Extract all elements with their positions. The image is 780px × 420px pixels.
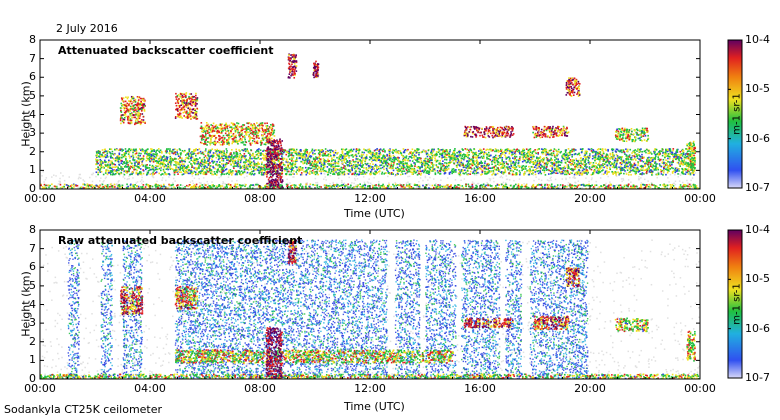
noise-band: [100, 239, 113, 379]
colorbar-tick-label: 10-4: [745, 33, 770, 46]
feature-layer-16-00: [463, 317, 514, 329]
y-tick-label: 3: [29, 316, 36, 329]
feature-precipitation-08-30: [265, 327, 284, 379]
colorbar-tick-label: 10-7: [745, 371, 770, 384]
feature-layer-18-00: [532, 125, 570, 139]
colorbar-tick-label: 10-5: [745, 272, 770, 285]
y-tick-label: 5: [29, 89, 36, 102]
date-label: 2 July 2016: [56, 22, 118, 35]
x-tick-label: 08:00: [244, 382, 276, 395]
feature-cloud-05-00: [174, 92, 199, 120]
x-tick-label: 20:00: [574, 192, 606, 205]
x-tick-label: 16:00: [464, 192, 496, 205]
y-tick-label: 8: [29, 223, 36, 236]
noise-band: [460, 239, 501, 379]
y-tick-label: 6: [29, 260, 36, 273]
feature-layer-18-00: [532, 315, 570, 331]
x-axis-label-2: Time (UTC): [344, 400, 405, 413]
colorbar-label-1: m-1 sr-1: [731, 93, 742, 135]
heatmap-panel-2: [39, 229, 743, 380]
feature-cloud-19-30: [565, 267, 581, 288]
feature-cloud-19-30: [565, 77, 581, 97]
feature-layer-21-00: [614, 317, 649, 333]
x-tick-label: 08:00: [244, 192, 276, 205]
y-tick-label: 4: [29, 298, 36, 311]
y-tick-label: 1: [29, 353, 36, 366]
x-tick-label: 20:00: [574, 382, 606, 395]
instrument-label: Sodankyla CT25K ceilometer: [4, 403, 162, 416]
feature-high-cloud-10-00: [312, 60, 320, 79]
heatmap-panel-1: [39, 39, 743, 190]
y-tick-label: 3: [29, 126, 36, 139]
feature-high-cloud-09-00: [287, 53, 298, 79]
colorbar-tick-label: 10-5: [745, 82, 770, 95]
y-tick-label: 0: [29, 372, 36, 385]
colorbar-tick-label: 10-6: [745, 132, 770, 145]
y-tick-label: 2: [29, 335, 36, 348]
x-axis-label-1: Time (UTC): [344, 207, 405, 220]
colorbar-label-2: m-1 sr-1: [731, 283, 742, 325]
feature-cloud-03-00: [119, 95, 146, 126]
y-tick-label: 4: [29, 108, 36, 121]
feature-cloud-03-00: [119, 286, 144, 316]
plot-title-2: Raw attenuated backscatter coefficient: [58, 234, 302, 247]
heatmap-content-1: [40, 40, 700, 189]
y-tick-label: 6: [29, 70, 36, 83]
y-tick-label: 7: [29, 242, 36, 255]
feature-lower-cloud-band: [174, 349, 455, 364]
noise-band: [122, 239, 143, 379]
x-tick-label: 00:00: [24, 382, 56, 395]
x-tick-label: 00:00: [684, 192, 716, 205]
noise-band: [529, 239, 589, 379]
heatmap-content-2: [40, 230, 700, 379]
y-tick-label: 7: [29, 52, 36, 65]
x-tick-label: 04:00: [134, 192, 166, 205]
x-tick-label: 12:00: [354, 382, 386, 395]
noise-band: [504, 239, 523, 379]
colorbar-1: [727, 39, 743, 189]
noise-band: [174, 239, 388, 379]
x-tick-label: 16:00: [464, 382, 496, 395]
colorbar-tick-label: 10-6: [745, 322, 770, 335]
x-tick-label: 12:00: [354, 192, 386, 205]
feature-lower-cloud-band: [95, 148, 696, 176]
y-tick-label: 2: [29, 145, 36, 158]
colorbar-tick-label: 10-7: [745, 181, 770, 194]
colorbar-2: [727, 229, 743, 379]
feature-high-cloud-09-00: [287, 239, 298, 265]
noise-band: [394, 239, 421, 379]
feature-layer-21-00: [614, 127, 650, 143]
colorbar-tick-label: 10-4: [745, 223, 770, 236]
x-tick-label: 00:00: [684, 382, 716, 395]
feature-layer-16-00: [463, 125, 515, 139]
y-tick-label: 5: [29, 279, 36, 292]
y-tick-label: 8: [29, 33, 36, 46]
y-tick-label: 1: [29, 163, 36, 176]
plot-title-1: Attenuated backscatter coefficient: [58, 44, 274, 57]
x-tick-label: 04:00: [134, 382, 166, 395]
feature-precipitation-08-30: [265, 138, 284, 189]
feature-cloud-05-00: [174, 285, 199, 310]
x-tick-label: 00:00: [24, 192, 56, 205]
feature-cloud-23-30: [686, 140, 697, 172]
feature-cloud-23-30: [686, 330, 696, 362]
y-tick-label: 0: [29, 182, 36, 195]
